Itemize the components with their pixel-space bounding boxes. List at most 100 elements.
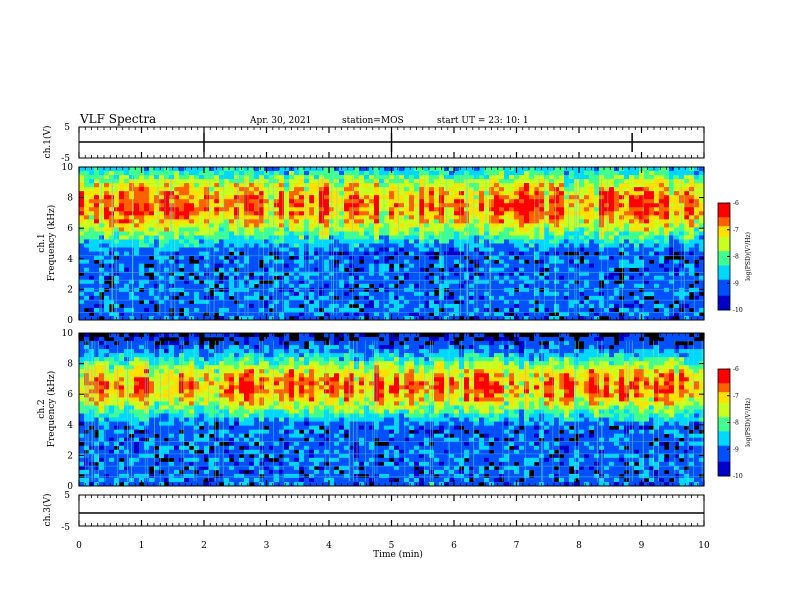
spectrogram-cell [79, 373, 85, 378]
spectrogram-cell [634, 207, 640, 212]
spectrogram-cell [669, 243, 675, 248]
spectrogram-cell [624, 267, 630, 272]
spectrogram-cell [549, 255, 555, 260]
spectrogram-cell [124, 203, 130, 208]
spectrogram-cell [89, 255, 95, 260]
spectrogram-cell [144, 203, 150, 208]
spectrogram-cell [179, 303, 185, 309]
spectrogram-cell [199, 195, 205, 200]
spectrogram-cell [659, 187, 665, 192]
spectrogram-cell [154, 251, 160, 256]
spectrogram-cell [229, 307, 235, 313]
spectrogram-cell [404, 291, 410, 297]
spectrogram-cell [389, 195, 395, 200]
spectrogram-cell [449, 267, 455, 272]
spectrogram-cell [324, 187, 330, 192]
spectrogram-cell [694, 195, 700, 200]
spectrogram-cell [174, 271, 180, 277]
spectrogram-cell [604, 219, 610, 224]
spectrogram-cell [189, 219, 195, 224]
spectrogram-cell [364, 279, 370, 285]
spectrogram-cell [149, 223, 155, 228]
spectrogram-cell [579, 243, 585, 248]
spectrogram-cell [264, 211, 270, 216]
spectrogram-cell [579, 263, 585, 268]
spectrogram-cell [374, 171, 380, 176]
spectrogram-cell [324, 207, 330, 212]
ch2-spectrogram-heatmap [79, 333, 705, 487]
spectrogram-cell [414, 311, 420, 317]
spectrogram-cell [209, 311, 215, 317]
spectrogram-cell [614, 199, 620, 204]
spectrogram-cell [629, 199, 635, 204]
spectrogram-cell [469, 275, 475, 281]
spectrogram-cell [554, 167, 560, 172]
spectrogram-cell [284, 287, 290, 293]
spectrogram-cell [84, 251, 90, 256]
spectrogram-cell [484, 303, 490, 309]
spectrogram-cell [384, 255, 390, 260]
spectrogram-cell [484, 235, 490, 240]
spectrogram-cell [84, 441, 90, 447]
spectrogram-cell [529, 303, 535, 309]
spectrogram-cell [279, 191, 285, 196]
spectrogram-cell [639, 223, 645, 228]
spectrogram-cell [429, 303, 435, 309]
spectrogram-cell [639, 187, 645, 192]
spectrogram-cell [569, 291, 575, 297]
spectrogram-cell [249, 287, 255, 293]
spectrogram-cell [319, 295, 325, 301]
spectrogram-cell [279, 251, 285, 256]
spectrogram-cell [119, 429, 125, 434]
spectrogram-cell [319, 175, 325, 180]
spectrogram-cell [594, 227, 600, 232]
spectrogram-cell [349, 203, 355, 208]
spectrogram-cell [234, 219, 240, 224]
spectrogram-cell [639, 267, 645, 272]
spectrogram-cell [94, 299, 100, 305]
spectrogram-cell [124, 223, 130, 228]
spectrogram-cell [584, 211, 590, 216]
spectrogram-cell [339, 187, 345, 192]
spectrogram-cell [464, 215, 470, 220]
spectrogram-cell [604, 207, 610, 212]
spectrogram-cell [139, 271, 145, 277]
spectrogram-cell [429, 219, 435, 224]
spectrogram-cell [379, 295, 385, 301]
spectrogram-cell [119, 413, 125, 418]
ch1-ytick-bottom: -5 [61, 154, 70, 164]
spectrogram-cell [189, 295, 195, 301]
spectrogram-cell [249, 259, 255, 264]
spectrogram-cell [699, 247, 705, 252]
spectrogram-cell [654, 183, 660, 188]
spectrogram-cell [379, 195, 385, 200]
spectrogram-cell [349, 271, 355, 277]
spectrogram-cell [344, 255, 350, 260]
spectrogram-cell [594, 267, 600, 272]
spectrogram-cell [139, 251, 145, 256]
spectrogram-cell [559, 279, 565, 285]
spectrogram-cell [594, 235, 600, 240]
spectrogram-cell [654, 219, 660, 224]
spectrogram-cell [464, 307, 470, 313]
spectrogram-cell [484, 267, 490, 272]
spectrogram-cell [449, 227, 455, 232]
spectrogram-cell [639, 279, 645, 285]
spectrogram-cell [319, 299, 325, 305]
spectrogram-cell [404, 203, 410, 208]
spectrogram-cell [654, 251, 660, 256]
spectrogram-cell [119, 353, 125, 358]
spectrogram-cell [419, 303, 425, 309]
spectrogram-cell [264, 199, 270, 204]
spectrogram-cell [589, 215, 595, 220]
spectrogram-cell [669, 287, 675, 293]
spectrogram-cell [609, 215, 615, 220]
spectrogram-cell [554, 199, 560, 204]
spectrogram-cell [604, 247, 610, 252]
spectrogram-cell [299, 199, 305, 204]
spectrogram-cell [589, 203, 595, 208]
spectrogram-cell [539, 255, 545, 260]
spectrogram-cell [359, 239, 365, 244]
spectrogram-cell [99, 397, 105, 402]
spectrogram-cell [459, 267, 465, 272]
